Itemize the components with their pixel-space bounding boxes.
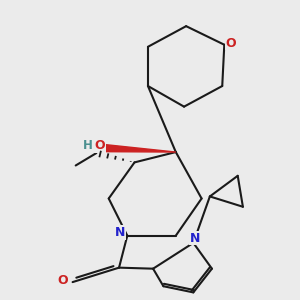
Text: N: N xyxy=(190,232,200,245)
Text: O: O xyxy=(57,274,68,287)
Text: O: O xyxy=(94,139,105,152)
Polygon shape xyxy=(101,144,176,152)
Text: O: O xyxy=(226,37,236,50)
Text: H: H xyxy=(82,139,92,152)
Text: N: N xyxy=(115,226,126,239)
